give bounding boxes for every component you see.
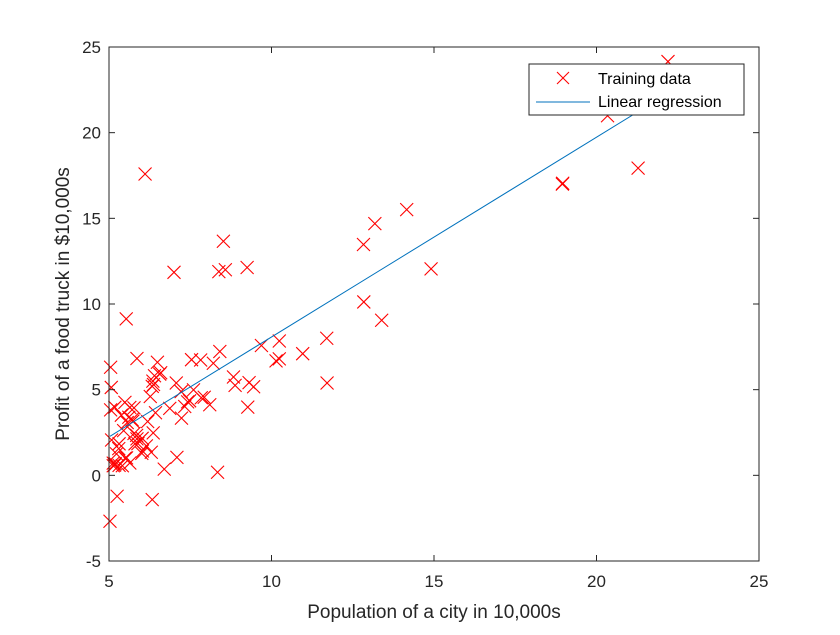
data-point bbox=[108, 456, 123, 471]
x-tick-label: 15 bbox=[425, 572, 444, 591]
data-point bbox=[367, 216, 382, 231]
data-point bbox=[177, 399, 192, 414]
data-point bbox=[118, 451, 133, 466]
data-point bbox=[103, 402, 118, 417]
legend-label-linear-regression: Linear regression bbox=[598, 94, 722, 111]
data-point bbox=[399, 202, 414, 217]
data-point bbox=[144, 445, 159, 460]
data-point bbox=[210, 465, 225, 480]
data-point bbox=[157, 462, 172, 477]
data-point bbox=[125, 412, 139, 427]
data-point bbox=[129, 428, 144, 443]
data-point bbox=[226, 370, 241, 384]
data-point bbox=[216, 234, 231, 249]
data-point bbox=[148, 405, 163, 420]
data-point bbox=[180, 394, 195, 409]
data-point bbox=[127, 400, 141, 415]
data-point bbox=[143, 389, 158, 404]
data-point bbox=[356, 295, 371, 309]
data-point bbox=[174, 384, 189, 399]
legend-label-training-data: Training data bbox=[598, 71, 691, 88]
data-point bbox=[104, 380, 119, 395]
series-layer bbox=[103, 54, 675, 529]
data-point bbox=[104, 433, 119, 447]
data-point bbox=[197, 390, 212, 405]
data-point bbox=[167, 265, 181, 280]
data-point bbox=[194, 390, 209, 405]
data-point bbox=[174, 411, 189, 425]
data-point bbox=[111, 441, 126, 456]
regression-line bbox=[109, 92, 669, 437]
y-tick-label: 10 bbox=[82, 295, 101, 314]
data-point bbox=[162, 401, 177, 416]
data-point bbox=[152, 367, 167, 381]
x-tick-label: 5 bbox=[104, 572, 113, 591]
data-point bbox=[206, 356, 221, 371]
data-point bbox=[145, 492, 160, 507]
data-point bbox=[320, 376, 334, 390]
y-tick-label: -5 bbox=[86, 552, 101, 571]
x-tick-label: 10 bbox=[262, 572, 281, 591]
data-point bbox=[319, 331, 334, 346]
legend-marker-x-icon bbox=[556, 71, 570, 85]
plot-area-background bbox=[109, 47, 759, 561]
data-point bbox=[424, 261, 438, 276]
data-point bbox=[374, 313, 389, 328]
data-point bbox=[184, 352, 199, 367]
data-point bbox=[631, 161, 645, 176]
data-point bbox=[146, 425, 161, 440]
data-point bbox=[228, 378, 242, 393]
data-point bbox=[254, 338, 269, 353]
x-axis-label: Population of a city in 10,000s bbox=[307, 602, 561, 623]
y-axis-label: Profit of a food truck in $10,000s bbox=[53, 167, 74, 441]
data-point bbox=[110, 489, 125, 504]
data-point bbox=[130, 351, 144, 366]
data-point bbox=[140, 414, 155, 429]
data-point bbox=[150, 355, 165, 370]
data-point bbox=[112, 458, 126, 473]
data-point bbox=[170, 450, 184, 465]
data-point bbox=[269, 353, 283, 368]
data-point bbox=[169, 376, 184, 390]
legend-box bbox=[528, 63, 745, 116]
data-point bbox=[116, 423, 131, 438]
data-point bbox=[246, 379, 261, 394]
data-point bbox=[182, 393, 197, 408]
y-tick-label: 20 bbox=[82, 124, 101, 143]
data-point bbox=[272, 351, 287, 366]
data-point bbox=[147, 368, 162, 383]
y-tick-label: 5 bbox=[92, 381, 101, 400]
data-point bbox=[131, 436, 145, 451]
data-point bbox=[240, 400, 255, 415]
y-tick-label: 0 bbox=[92, 466, 101, 485]
data-point bbox=[120, 415, 135, 430]
data-point bbox=[272, 334, 287, 348]
data-point bbox=[119, 312, 134, 326]
data-point bbox=[202, 397, 217, 412]
data-point bbox=[138, 167, 152, 181]
data-point bbox=[295, 346, 310, 361]
y-tick-label: 25 bbox=[82, 38, 101, 57]
data-point bbox=[107, 400, 122, 415]
data-point bbox=[555, 176, 570, 191]
legend: Training data Linear regression bbox=[528, 63, 745, 116]
data-point bbox=[130, 431, 144, 446]
data-point bbox=[356, 237, 371, 252]
data-point bbox=[212, 344, 227, 359]
data-point bbox=[103, 360, 118, 375]
data-point bbox=[103, 514, 117, 529]
data-point bbox=[122, 400, 137, 415]
data-point bbox=[240, 260, 255, 275]
data-point bbox=[112, 436, 126, 451]
y-tick-label: 15 bbox=[82, 209, 101, 228]
data-point bbox=[218, 262, 233, 277]
ticks-layer: 5 10 15 20 25 -5 0 5 10 15 20 25 bbox=[82, 38, 768, 591]
x-tick-label: 25 bbox=[750, 572, 769, 591]
x-tick-label: 20 bbox=[587, 572, 606, 591]
